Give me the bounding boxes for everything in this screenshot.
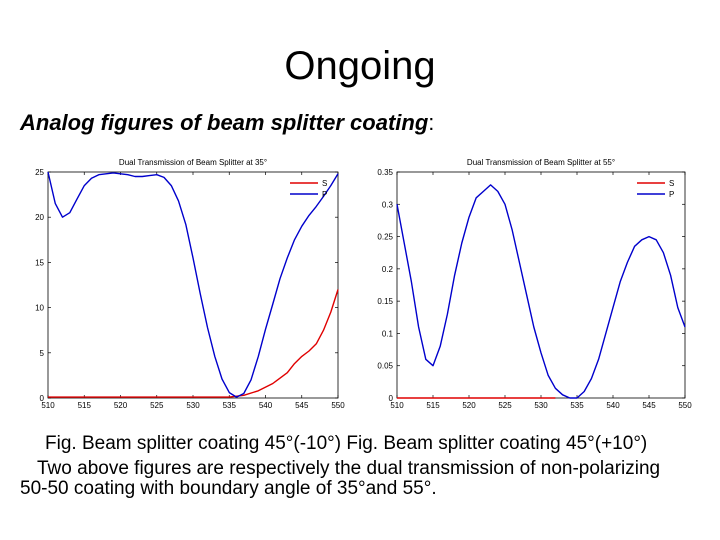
x-tick-label: 550 (331, 401, 345, 410)
x-tick-label: 510 (390, 401, 404, 410)
x-tick-label: 515 (426, 401, 440, 410)
y-tick-label: 0.1 (382, 329, 394, 338)
x-tick-label: 540 (606, 401, 620, 410)
x-tick-label: 510 (41, 401, 55, 410)
legend-label: P (322, 190, 327, 199)
x-tick-label: 535 (223, 401, 237, 410)
y-tick-label: 10 (35, 304, 44, 313)
caption-figures: Fig. Beam splitter coating 45°(-10°) Fig… (45, 433, 648, 454)
y-tick-label: 0.15 (377, 297, 393, 306)
x-tick-label: 520 (462, 401, 476, 410)
series-line-P (396, 184, 686, 399)
legend-label: P (669, 190, 674, 199)
slide-title: Ongoing (284, 44, 436, 88)
x-tick-label: 520 (114, 401, 128, 410)
x-tick-label: 535 (570, 401, 584, 410)
x-tick-label: 545 (295, 401, 309, 410)
x-tick-label: 525 (150, 401, 164, 410)
chart-title: Dual Transmission of Beam Splitter at 35… (119, 158, 267, 167)
chart-left-35deg: Dual Transmission of Beam Splitter at 35… (35, 158, 345, 410)
caption-description-line2: 50-50 coating with boundary angle of 35°… (20, 478, 437, 499)
y-tick-label: 0.25 (377, 233, 393, 242)
heading-bold-text: Analog figures of beam splitter coating (20, 110, 429, 135)
x-tick-label: 545 (642, 401, 656, 410)
caption-description-line1: Two above figures are respectively the d… (37, 458, 661, 479)
series-line-S (48, 289, 339, 398)
y-tick-label: 0.2 (382, 265, 394, 274)
y-tick-label: 0.05 (377, 362, 393, 371)
x-tick-label: 525 (498, 401, 512, 410)
y-tick-label: 25 (35, 168, 44, 177)
legend-label: S (669, 179, 674, 188)
x-tick-label: 550 (678, 401, 692, 410)
x-tick-label: 530 (534, 401, 548, 410)
x-tick-label: 540 (259, 401, 273, 410)
y-tick-label: 0.35 (377, 168, 393, 177)
y-tick-label: 0 (40, 394, 45, 403)
chart-right-55deg: Dual Transmission of Beam Splitter at 55… (377, 158, 692, 410)
y-tick-label: 20 (35, 213, 44, 222)
x-tick-label: 515 (78, 401, 92, 410)
y-tick-label: 0.3 (382, 200, 394, 209)
x-tick-label: 530 (186, 401, 200, 410)
plot-frame (396, 171, 686, 399)
y-tick-label: 5 (40, 349, 45, 358)
heading-colon: : (428, 110, 435, 135)
y-tick-label: 0 (389, 394, 394, 403)
series-line-P (47, 171, 339, 398)
y-tick-label: 15 (35, 258, 44, 267)
slide-heading: Analog figures of beam splitter coating: (20, 110, 434, 136)
chart-title: Dual Transmission of Beam Splitter at 55… (467, 158, 615, 167)
legend-label: S (322, 179, 327, 188)
